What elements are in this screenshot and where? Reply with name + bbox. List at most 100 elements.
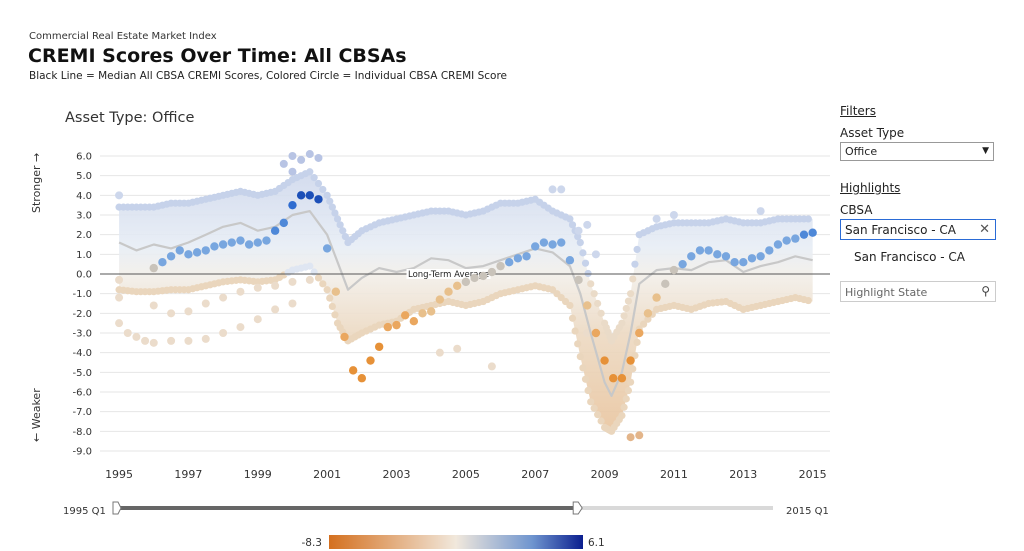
highlighted-cbsa-point — [279, 218, 289, 228]
cbsa-point — [201, 334, 210, 343]
cbsa-point — [590, 290, 598, 298]
x-tick-label: 1997 — [174, 468, 202, 481]
highlighted-cbsa-point — [192, 248, 202, 257]
cbsa-point — [132, 332, 141, 341]
cbsa-point — [584, 386, 592, 395]
cbsa-point — [487, 362, 496, 371]
cbsa-point — [305, 275, 314, 284]
cbsa-point — [629, 275, 637, 283]
cbsa-point — [314, 179, 323, 188]
highlighted-cbsa-point — [262, 236, 271, 245]
highlighted-cbsa-point — [808, 228, 817, 237]
highlighted-cbsa-point — [270, 226, 280, 235]
cbsa-point — [323, 286, 331, 294]
highlighted-cbsa-point — [565, 256, 575, 265]
cbsa-point — [594, 299, 602, 308]
cbsa-point — [597, 417, 605, 425]
cbsa-point — [566, 215, 574, 223]
x-tick-label: 2003 — [383, 468, 411, 481]
cbsa-point — [576, 353, 584, 361]
cbsa-point — [306, 168, 314, 176]
highlighted-cbsa-point — [444, 287, 453, 296]
highlighted-cbsa-point — [253, 238, 262, 247]
highlighted-cbsa-point — [539, 238, 549, 247]
cbsa-point — [622, 304, 630, 313]
highlighted-cbsa-point — [747, 254, 757, 263]
cbsa-point — [618, 319, 626, 327]
cbsa-point — [652, 214, 661, 223]
search-icon[interactable]: ⚲ — [981, 284, 990, 298]
highlight-state-placeholder: Highlight State — [845, 286, 928, 299]
cbsa-point — [201, 299, 210, 308]
slider-start-label: 1995 Q1 — [63, 506, 106, 517]
highlighted-cbsa-point — [609, 374, 618, 383]
cbsa-point — [184, 336, 193, 345]
cbsa-point — [297, 155, 306, 164]
cbsa-point — [123, 329, 132, 337]
highlighted-cbsa-point — [158, 258, 167, 267]
cbsa-point — [574, 340, 582, 348]
cbsa-point — [624, 386, 633, 395]
cbsa-point — [115, 191, 124, 200]
highlighted-cbsa-point — [409, 317, 419, 326]
slider-start-handle[interactable] — [112, 501, 122, 515]
highlighted-cbsa-point — [782, 236, 791, 245]
highlighted-cbsa-point — [730, 258, 739, 267]
highlight-state-input[interactable]: Highlight State ⚲ — [840, 281, 996, 302]
highlighted-cbsa-point — [661, 279, 670, 289]
highlighted-cbsa-point — [600, 356, 609, 365]
cbsa-score-band — [115, 168, 813, 435]
caret-down-icon[interactable]: ▼ — [982, 146, 989, 156]
y-tick-label: 3.0 — [76, 211, 92, 222]
color-legend: -8.3 6.1 — [302, 535, 605, 549]
highlighted-cbsa-point — [366, 356, 375, 365]
cbsa-point — [271, 281, 280, 290]
highlighted-cbsa-point — [652, 293, 661, 302]
cbsa-point — [620, 403, 628, 411]
highlighted-cbsa-point — [513, 254, 523, 263]
long-term-average-label-bg — [406, 269, 491, 279]
cbsa-point — [184, 307, 193, 316]
highlighted-cbsa-point — [348, 366, 358, 375]
highlighted-cbsa-point — [426, 307, 436, 316]
time-range-slider[interactable]: 1995 Q1 2015 Q1 — [63, 501, 829, 517]
cbsa-point — [631, 260, 639, 268]
slider-end-handle[interactable] — [572, 501, 583, 515]
x-tick-label: 2007 — [521, 468, 549, 481]
cbsa-point — [236, 323, 245, 332]
y-tick-label: -2.0 — [72, 309, 92, 320]
legend-min-label: -8.3 — [302, 537, 323, 549]
cbsa-point — [639, 320, 648, 328]
y-tick-label: -5.0 — [72, 368, 92, 379]
highlighted-cbsa-point — [305, 191, 315, 200]
cbsa-point — [219, 293, 228, 302]
cbsa-point — [624, 297, 633, 305]
cbsa-point — [115, 319, 124, 328]
cbsa-point — [253, 315, 262, 324]
close-icon[interactable]: ✕ — [979, 222, 990, 237]
cbsa-point — [629, 365, 637, 373]
cbsa-point — [328, 203, 336, 211]
cbsa-search-input[interactable]: San Francisco - CA ✕ — [840, 219, 996, 240]
highlighted-cbsa-point — [548, 240, 557, 249]
asset-type-value: Office — [845, 145, 878, 158]
x-tick-label: 2009 — [591, 468, 619, 481]
cbsa-dropdown-option[interactable]: San Francisco - CA — [840, 241, 996, 275]
cbsa-point — [326, 197, 334, 205]
cbsa-point — [626, 433, 635, 442]
cbsa-point — [167, 309, 176, 318]
highlighted-cbsa-point — [288, 200, 297, 210]
highlighted-cbsa-point — [678, 259, 687, 269]
cbsa-point — [115, 275, 124, 284]
highlighted-cbsa-point — [557, 238, 566, 247]
cbsa-point — [310, 174, 318, 182]
highlighted-cbsa-point — [765, 246, 774, 255]
cbsa-point — [633, 245, 641, 254]
cbsa-point — [579, 364, 587, 372]
cbsa-point — [804, 215, 812, 223]
cbsa-point — [626, 378, 635, 386]
asset-type-select[interactable]: Office ▼ — [840, 142, 994, 161]
y-tick-label: 1.0 — [76, 250, 92, 261]
cbsa-point — [626, 290, 635, 298]
